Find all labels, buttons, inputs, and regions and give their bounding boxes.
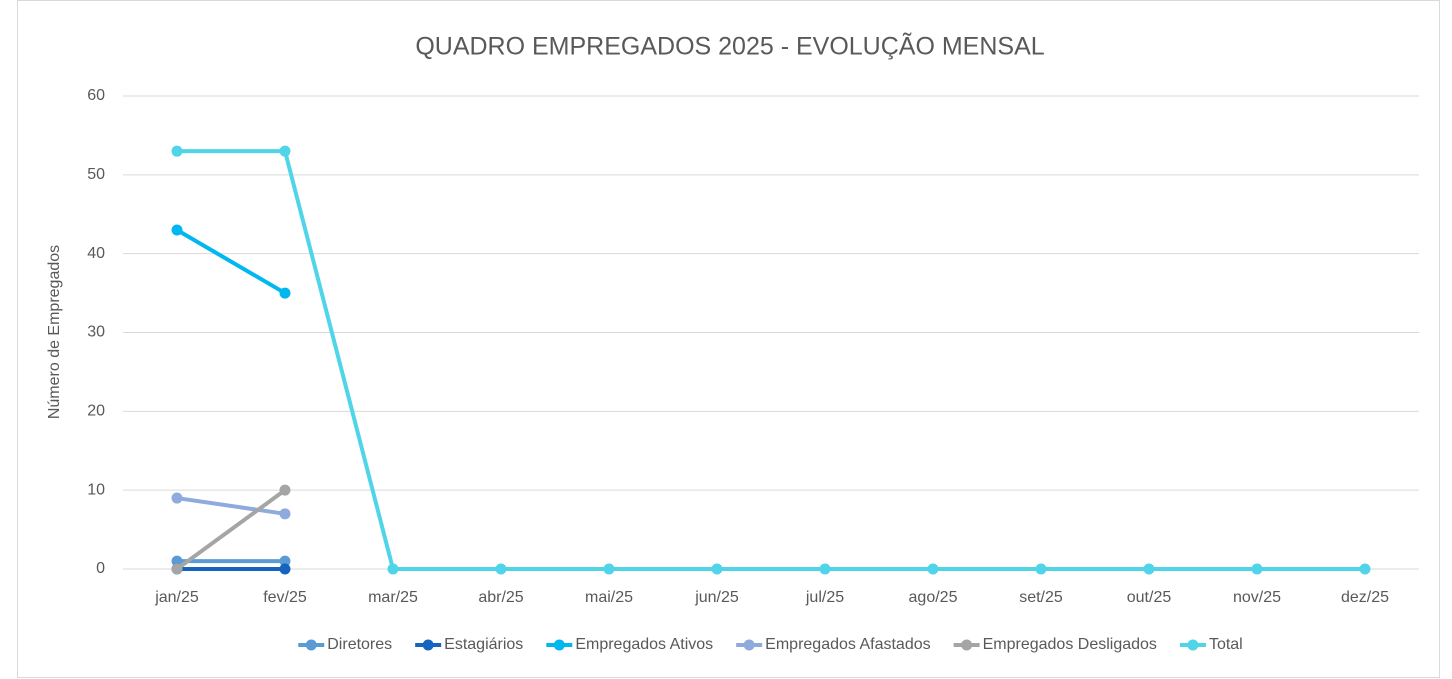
x-tick-label: jul/25 — [805, 589, 844, 606]
data-point — [171, 563, 183, 575]
data-point — [1035, 563, 1047, 575]
data-point — [171, 224, 183, 236]
legend-swatch-marker — [743, 639, 755, 651]
legend-swatch-marker — [553, 639, 565, 651]
data-point — [1359, 563, 1371, 575]
data-point — [603, 563, 615, 575]
data-point — [495, 563, 507, 575]
x-tick-label: mai/25 — [585, 589, 633, 606]
series-line — [176, 496, 286, 516]
data-point — [171, 145, 183, 157]
x-tick-label: jan/25 — [154, 589, 199, 606]
legend-label: Empregados Afastados — [765, 636, 930, 653]
chart-frame — [17, 0, 1440, 678]
x-tick-label: ago/25 — [909, 589, 958, 606]
x-tick-label: fev/25 — [263, 589, 307, 606]
legend-swatch-marker — [961, 639, 973, 651]
legend-label: Diretores — [327, 636, 392, 653]
data-point — [711, 563, 723, 575]
data-point — [171, 555, 183, 567]
data-point — [1251, 563, 1263, 575]
data-point — [279, 484, 291, 496]
data-point — [171, 492, 183, 504]
y-tick-label: 30 — [87, 324, 105, 341]
series-line — [175, 488, 287, 571]
y-tick-label: 60 — [87, 87, 105, 104]
y-axis-label: Número de Empregados — [46, 245, 63, 419]
legend-label: Empregados Desligados — [983, 636, 1157, 653]
series-line — [177, 149, 1365, 571]
data-point — [279, 508, 291, 520]
data-point — [279, 555, 291, 567]
legend-label: Estagiários — [444, 636, 523, 653]
data-point — [279, 287, 291, 299]
x-tick-label: set/25 — [1019, 589, 1063, 606]
series-line — [175, 228, 287, 295]
data-point — [387, 563, 399, 575]
y-tick-label: 0 — [96, 560, 105, 577]
legend-label: Empregados Ativos — [575, 636, 713, 653]
x-tick-label: out/25 — [1127, 589, 1172, 606]
data-point — [279, 145, 291, 157]
y-tick-label: 10 — [87, 481, 105, 498]
x-tick-label: abr/25 — [478, 589, 523, 606]
x-tick-label: mar/25 — [368, 589, 418, 606]
x-tick-label: dez/25 — [1341, 589, 1389, 606]
data-point — [819, 563, 831, 575]
legend-label: Total — [1209, 636, 1243, 653]
data-point — [927, 563, 939, 575]
data-point — [1143, 563, 1155, 575]
legend-swatch-marker — [422, 639, 434, 651]
y-tick-label: 50 — [87, 166, 105, 183]
y-tick-label: 20 — [87, 403, 105, 420]
legend-swatch-marker — [1187, 639, 1199, 651]
legend-swatch-marker — [305, 639, 317, 651]
x-tick-label: jun/25 — [694, 589, 739, 606]
data-point — [279, 563, 291, 575]
y-tick-label: 40 — [87, 245, 105, 262]
chart-title: QUADRO EMPREGADOS 2025 - EVOLUÇÃO MENSAL — [415, 32, 1044, 61]
x-tick-label: nov/25 — [1233, 589, 1281, 606]
